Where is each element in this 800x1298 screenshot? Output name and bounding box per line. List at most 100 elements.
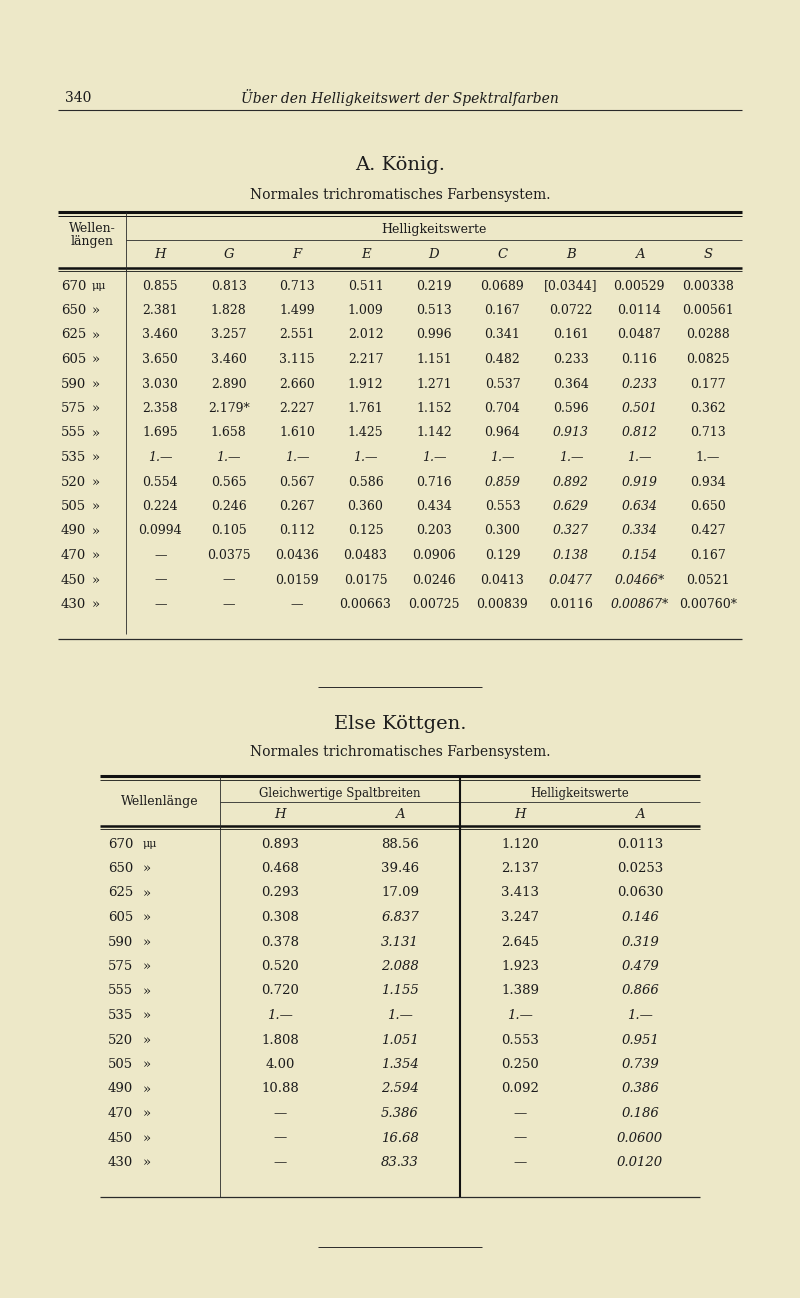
Text: 0.553: 0.553 bbox=[501, 1033, 539, 1046]
Text: 340: 340 bbox=[65, 91, 91, 105]
Text: 0.00725: 0.00725 bbox=[408, 598, 460, 611]
Text: 535: 535 bbox=[108, 1009, 134, 1022]
Text: 0.0288: 0.0288 bbox=[686, 328, 730, 341]
Text: 0.855: 0.855 bbox=[142, 279, 178, 292]
Text: 1.155: 1.155 bbox=[381, 984, 419, 997]
Text: 0.167: 0.167 bbox=[690, 549, 726, 562]
Text: »: » bbox=[92, 475, 100, 488]
Text: »: » bbox=[143, 1083, 151, 1096]
Text: 0.0477: 0.0477 bbox=[549, 574, 593, 587]
Text: 470: 470 bbox=[108, 1107, 134, 1120]
Text: 625: 625 bbox=[108, 887, 134, 900]
Text: 0.300: 0.300 bbox=[485, 524, 520, 537]
Text: 0.116: 0.116 bbox=[622, 353, 658, 366]
Text: 2.660: 2.660 bbox=[279, 378, 315, 391]
Text: 0.129: 0.129 bbox=[485, 549, 520, 562]
Text: 650: 650 bbox=[108, 862, 134, 875]
Text: —: — bbox=[274, 1157, 286, 1169]
Text: 0.0413: 0.0413 bbox=[481, 574, 524, 587]
Text: 0.0159: 0.0159 bbox=[275, 574, 319, 587]
Text: 2.381: 2.381 bbox=[142, 304, 178, 317]
Text: 0.0521: 0.0521 bbox=[686, 574, 730, 587]
Text: 0.224: 0.224 bbox=[142, 500, 178, 513]
Text: 3.460: 3.460 bbox=[142, 328, 178, 341]
Text: —: — bbox=[222, 598, 235, 611]
Text: 0.362: 0.362 bbox=[690, 402, 726, 415]
Text: 2.551: 2.551 bbox=[279, 328, 315, 341]
Text: 0.0375: 0.0375 bbox=[207, 549, 250, 562]
Text: A: A bbox=[634, 248, 644, 261]
Text: 0.913: 0.913 bbox=[553, 427, 589, 440]
Text: 535: 535 bbox=[61, 450, 86, 463]
Text: 2.179*: 2.179* bbox=[208, 402, 250, 415]
Text: 0.246: 0.246 bbox=[210, 500, 246, 513]
Text: 1.151: 1.151 bbox=[416, 353, 452, 366]
Text: 505: 505 bbox=[61, 500, 86, 513]
Text: 0.319: 0.319 bbox=[621, 936, 659, 949]
Text: »: » bbox=[143, 1009, 151, 1022]
Text: 0.0436: 0.0436 bbox=[275, 549, 319, 562]
Text: 3.247: 3.247 bbox=[501, 911, 539, 924]
Text: 0.553: 0.553 bbox=[485, 500, 520, 513]
Text: —: — bbox=[514, 1157, 526, 1169]
Text: 16.68: 16.68 bbox=[381, 1132, 419, 1145]
Text: 2.088: 2.088 bbox=[381, 961, 419, 974]
Text: 0.0246: 0.0246 bbox=[412, 574, 456, 587]
Text: 4.00: 4.00 bbox=[266, 1058, 294, 1071]
Text: —: — bbox=[514, 1132, 526, 1145]
Text: 0.468: 0.468 bbox=[261, 862, 299, 875]
Text: »: » bbox=[92, 500, 100, 513]
Text: 0.866: 0.866 bbox=[621, 984, 659, 997]
Text: —: — bbox=[222, 574, 235, 587]
Text: 0.293: 0.293 bbox=[261, 887, 299, 900]
Text: 0.186: 0.186 bbox=[621, 1107, 659, 1120]
Text: 0.0466*: 0.0466* bbox=[614, 574, 665, 587]
Text: 0.00760*: 0.00760* bbox=[678, 598, 737, 611]
Text: C: C bbox=[498, 248, 507, 261]
Text: »: » bbox=[92, 304, 100, 317]
Text: —: — bbox=[154, 549, 166, 562]
Text: 0.177: 0.177 bbox=[690, 378, 726, 391]
Text: 17.09: 17.09 bbox=[381, 887, 419, 900]
Text: 2.012: 2.012 bbox=[348, 328, 383, 341]
Text: 0.513: 0.513 bbox=[416, 304, 452, 317]
Text: 1.142: 1.142 bbox=[416, 427, 452, 440]
Text: [0.0344]: [0.0344] bbox=[544, 279, 598, 292]
Text: 1.425: 1.425 bbox=[348, 427, 383, 440]
Text: 1.695: 1.695 bbox=[142, 427, 178, 440]
Text: 670: 670 bbox=[108, 837, 134, 850]
Text: 590: 590 bbox=[108, 936, 134, 949]
Text: 0.934: 0.934 bbox=[690, 475, 726, 488]
Text: 0.125: 0.125 bbox=[348, 524, 383, 537]
Text: 0.219: 0.219 bbox=[416, 279, 452, 292]
Text: Wellen-: Wellen- bbox=[69, 222, 115, 235]
Text: 490: 490 bbox=[108, 1083, 134, 1096]
Text: »: » bbox=[92, 378, 100, 391]
Text: 3.257: 3.257 bbox=[211, 328, 246, 341]
Text: 0.650: 0.650 bbox=[690, 500, 726, 513]
Text: 1.389: 1.389 bbox=[501, 984, 539, 997]
Text: 0.629: 0.629 bbox=[553, 500, 589, 513]
Text: 0.511: 0.511 bbox=[348, 279, 383, 292]
Text: 520: 520 bbox=[108, 1033, 133, 1046]
Text: 0.0906: 0.0906 bbox=[412, 549, 456, 562]
Text: 3.460: 3.460 bbox=[210, 353, 246, 366]
Text: 1.—: 1.— bbox=[507, 1009, 533, 1022]
Text: 470: 470 bbox=[61, 549, 86, 562]
Text: S: S bbox=[703, 248, 712, 261]
Text: 0.0483: 0.0483 bbox=[344, 549, 387, 562]
Text: 3.131: 3.131 bbox=[381, 936, 419, 949]
Text: 0.308: 0.308 bbox=[261, 911, 299, 924]
Text: 575: 575 bbox=[61, 402, 86, 415]
Text: 1.923: 1.923 bbox=[501, 961, 539, 974]
Text: 0.996: 0.996 bbox=[416, 328, 452, 341]
Text: 0.00338: 0.00338 bbox=[682, 279, 734, 292]
Text: »: » bbox=[143, 1107, 151, 1120]
Text: »: » bbox=[92, 353, 100, 366]
Text: 430: 430 bbox=[61, 598, 86, 611]
Text: 1.—: 1.— bbox=[627, 450, 651, 463]
Text: 605: 605 bbox=[61, 353, 86, 366]
Text: A. König.: A. König. bbox=[355, 156, 445, 174]
Text: 0.00867*: 0.00867* bbox=[610, 598, 669, 611]
Text: 3.030: 3.030 bbox=[142, 378, 178, 391]
